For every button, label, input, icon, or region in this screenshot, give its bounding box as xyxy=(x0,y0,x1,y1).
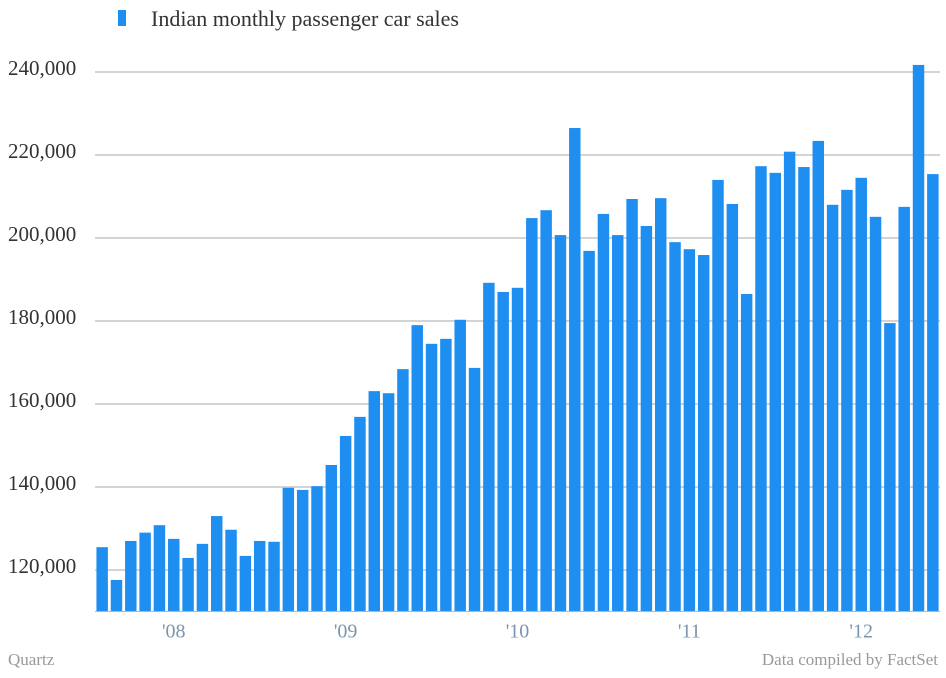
bar xyxy=(869,216,882,612)
y-tick-label: 180,000 xyxy=(8,305,76,329)
bar xyxy=(382,393,395,612)
x-tick-label: '12 xyxy=(849,621,873,643)
y-tick-label: 120,000 xyxy=(8,554,76,578)
y-tick-label: 160,000 xyxy=(8,388,76,412)
x-tick-label: '10 xyxy=(506,621,530,643)
bar xyxy=(697,255,710,612)
bar xyxy=(182,557,194,612)
bar xyxy=(397,369,409,612)
bar xyxy=(669,242,681,612)
bar xyxy=(497,291,509,612)
legend-swatch xyxy=(118,10,126,26)
bar xyxy=(798,167,810,612)
bar xyxy=(211,516,223,612)
bar xyxy=(526,218,538,612)
y-tick-label: 200,000 xyxy=(8,222,76,246)
bar xyxy=(855,177,867,612)
bar xyxy=(726,203,739,612)
bar xyxy=(153,525,166,612)
bar xyxy=(654,198,667,612)
bar xyxy=(225,529,237,612)
bar xyxy=(454,319,466,612)
bar xyxy=(196,543,209,612)
bar xyxy=(597,213,610,612)
bar xyxy=(583,250,595,612)
bar xyxy=(440,338,452,612)
bar xyxy=(826,204,839,612)
bar xyxy=(296,489,309,612)
source-left: Quartz xyxy=(8,650,55,669)
bar xyxy=(168,538,180,612)
bar xyxy=(927,174,939,612)
bar xyxy=(841,189,853,612)
bar xyxy=(612,235,624,612)
bar xyxy=(884,323,896,612)
bar xyxy=(640,225,653,612)
x-tick-label: '11 xyxy=(678,621,701,643)
y-tick-label: 240,000 xyxy=(8,56,76,80)
bar xyxy=(368,391,381,612)
bar xyxy=(125,540,137,612)
bar xyxy=(96,547,108,612)
bar xyxy=(282,487,295,612)
bar xyxy=(268,541,280,612)
bar xyxy=(411,325,423,612)
bar xyxy=(311,486,323,612)
y-tick-label: 220,000 xyxy=(8,139,76,163)
bar xyxy=(339,435,352,612)
bar xyxy=(425,343,438,612)
bar xyxy=(354,416,366,612)
y-tick-label: 140,000 xyxy=(8,471,76,495)
bar xyxy=(483,282,495,612)
bar xyxy=(468,367,481,612)
bar xyxy=(239,555,252,612)
x-tick-label: '08 xyxy=(162,621,186,643)
x-tick-label: '09 xyxy=(334,621,358,643)
bar xyxy=(740,294,753,612)
bar xyxy=(554,235,567,612)
source-right: Data compiled by FactSet xyxy=(762,650,938,669)
bar xyxy=(325,465,338,612)
bar xyxy=(683,249,696,612)
bar xyxy=(755,166,767,612)
bar xyxy=(812,140,824,612)
bar xyxy=(898,206,910,612)
bar xyxy=(912,64,925,612)
bar xyxy=(540,210,552,612)
bar xyxy=(139,532,151,612)
bar xyxy=(769,172,782,612)
bar xyxy=(110,579,123,612)
bar xyxy=(569,128,581,612)
legend-label: Indian monthly passenger car sales xyxy=(151,6,459,31)
bar xyxy=(712,179,724,612)
bar xyxy=(253,540,266,612)
bar xyxy=(783,151,796,612)
bar xyxy=(511,287,524,612)
bar xyxy=(626,198,638,612)
